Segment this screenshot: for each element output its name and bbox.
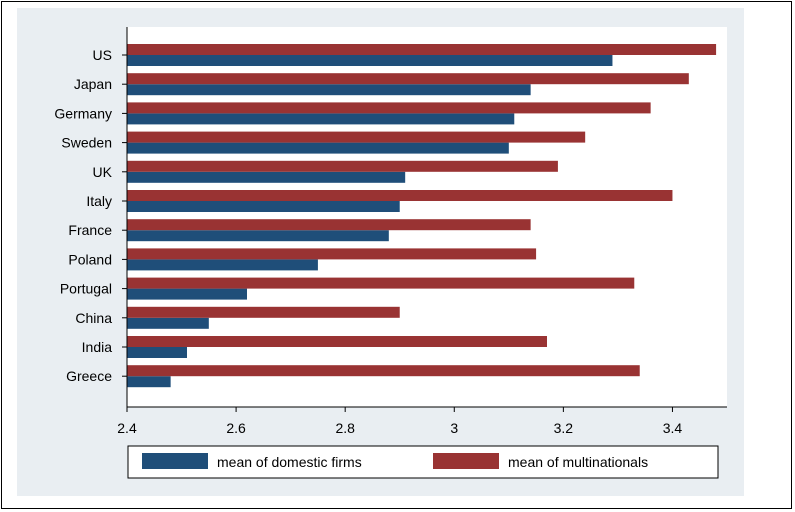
legend-box [127,445,719,479]
category-label: UK [93,164,113,180]
bar-germany-multinational [127,102,651,114]
bar-china-domestic [127,317,209,329]
category-label: China [75,310,112,326]
bar-japan-domestic [127,84,531,96]
category-label: Japan [74,76,112,92]
bar-france-domestic [127,230,389,242]
category-label: Poland [68,251,112,267]
category-label: Portugal [60,281,112,297]
legend-swatch-multinational [433,453,499,469]
bar-greece-domestic [127,376,171,388]
bar-us-domestic [127,55,613,66]
bar-sweden-multinational [127,131,586,143]
bar-uk-domestic [127,171,406,183]
bar-india-domestic [127,347,187,358]
bar-uk-multinational [127,160,558,172]
bar-india-multinational [127,336,547,347]
x-tick-label: 2.6 [226,420,246,436]
category-label: Germany [54,105,112,121]
bar-germany-domestic [127,113,515,125]
category-label: France [68,222,112,238]
legend-label-multinational: mean of multinationals [508,454,648,470]
legend-swatch-domestic [142,453,208,469]
legend: mean of domestic firms mean of multinati… [127,445,719,479]
bar-china-multinational [127,306,400,318]
bar-italy-domestic [127,201,400,212]
category-label: Italy [86,193,112,209]
x-tick-label: 3 [450,420,458,436]
legend-label-domestic: mean of domestic firms [217,454,362,470]
bar-japan-multinational [127,73,689,85]
bar-portugal-domestic [127,288,247,300]
x-tick-label: 2.8 [335,420,355,436]
x-axis-ticks: 2.4 2.6 2.8 3 3.2 3.4 [117,407,682,436]
category-label: Greece [66,368,112,384]
x-tick-label: 2.4 [117,420,137,436]
category-label: Sweden [61,135,112,151]
bars-group [127,44,717,388]
bar-poland-multinational [127,248,537,260]
x-tick-label: 3.4 [663,420,683,436]
x-tick-label: 3.2 [554,420,574,436]
bar-portugal-multinational [127,277,635,289]
category-label: India [82,339,113,355]
bar-greece-multinational [127,365,640,377]
category-labels: US Japan Germany Sweden UK Italy France Poland P… [54,47,127,384]
bar-sweden-domestic [127,142,509,154]
category-label: US [93,47,112,63]
bar-us-multinational [127,44,717,55]
bar-poland-domestic [127,259,318,271]
bar-italy-multinational [127,190,673,201]
bar-france-multinational [127,219,531,231]
